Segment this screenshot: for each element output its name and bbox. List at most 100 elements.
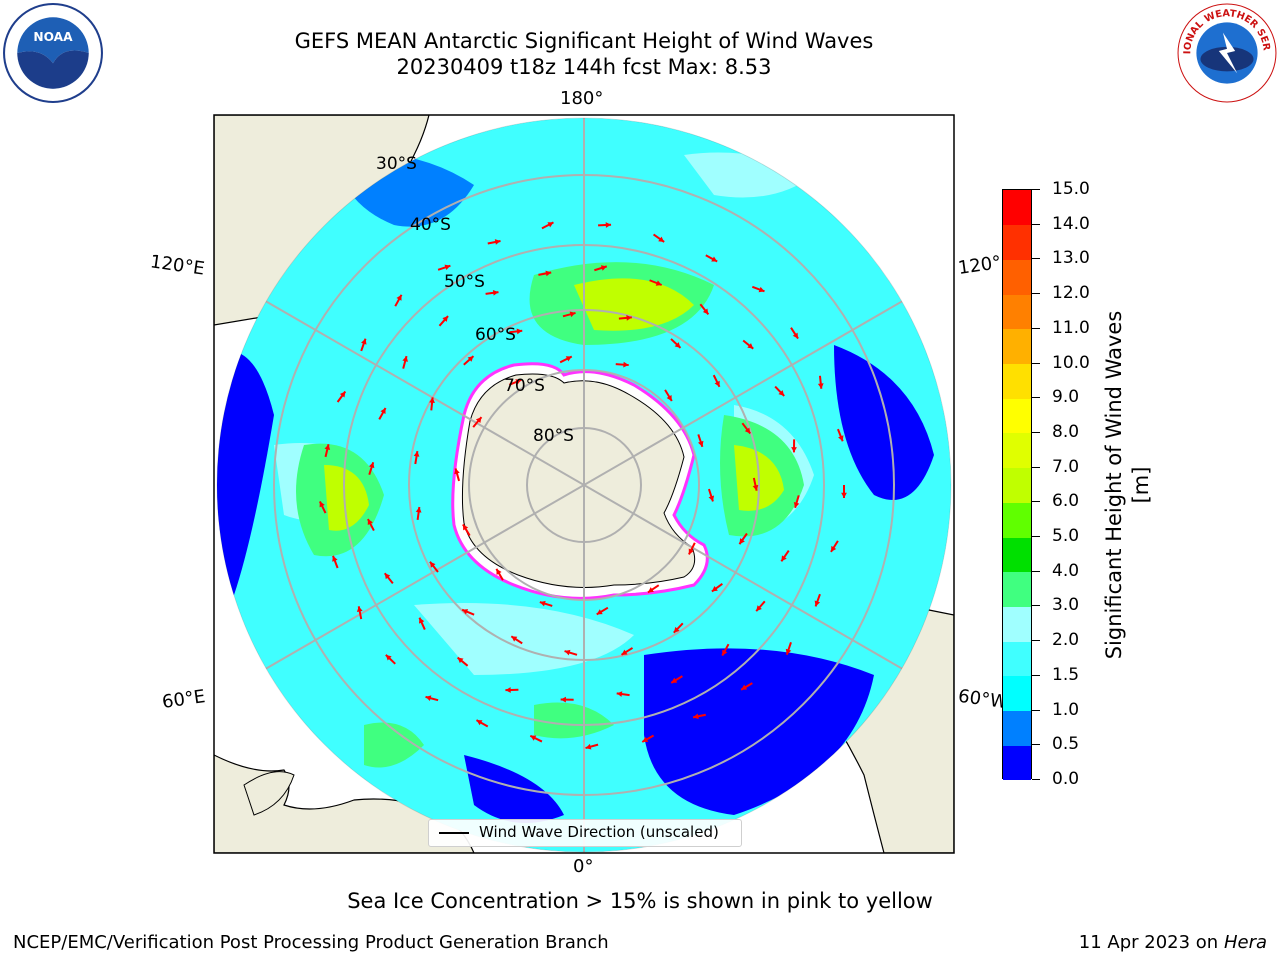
colorbar-tick-label: 11.0 xyxy=(1052,317,1090,338)
wind-wave-arrow-head xyxy=(475,417,482,423)
map-legend: Wind Wave Direction (unscaled) xyxy=(428,819,742,847)
wind-wave-arrow-head xyxy=(585,743,592,750)
colorbar-segment xyxy=(1003,710,1031,746)
colorbar-tick xyxy=(1032,397,1040,399)
wind-wave-arrow-head xyxy=(697,440,704,447)
wind-wave-arrow-head xyxy=(792,332,799,339)
wind-wave-arrow-head xyxy=(647,587,654,593)
lat-label-80s: 80°S xyxy=(533,426,574,446)
wind-wave-arrow-head xyxy=(539,600,546,607)
wind-wave-arrow-head xyxy=(655,280,662,286)
wind-wave-arrow-head xyxy=(419,617,425,624)
wind-wave-arrow-head xyxy=(454,468,460,475)
lon-label-0: 0° xyxy=(573,856,594,877)
wind-wave-arrow-head xyxy=(791,447,797,453)
wind-wave-arrow-head xyxy=(626,315,632,321)
wind-wave-arrow-head xyxy=(402,356,408,362)
colorbar-tick-label: 8.0 xyxy=(1052,421,1080,442)
colorbar-segment xyxy=(1003,363,1031,399)
lon-label-60e: 60°E xyxy=(160,686,207,713)
wind-wave-arrow-head xyxy=(444,264,451,271)
map-panel: 30°S 40°S 50°S 60°S 70°S 80°S 180° 0° 12… xyxy=(149,88,1009,877)
wind-wave-arrow-head xyxy=(457,657,464,664)
wind-wave-arrow-head xyxy=(396,294,402,301)
wind-wave-arrow-head xyxy=(385,654,392,661)
legend-line-swatch xyxy=(439,832,469,834)
colorbar-segment xyxy=(1003,745,1031,781)
wind-wave-arrow-head xyxy=(671,677,678,683)
colorbar-tick xyxy=(1032,327,1040,329)
colorbar-segment xyxy=(1003,224,1031,260)
colorbar-tick-label: 0.5 xyxy=(1052,734,1080,755)
wind-wave-arrow-head xyxy=(702,308,709,315)
producer-credit: NCEP/EMC/Verification Post Processing Pr… xyxy=(13,932,609,953)
wind-wave-arrow-head xyxy=(600,265,607,271)
colorbar-segment xyxy=(1003,537,1031,573)
colorbar-tick xyxy=(1032,501,1040,503)
wind-wave-arrow-head xyxy=(596,609,603,615)
wind-wave-arrow-head xyxy=(838,435,844,442)
noaa-logo-text: NOAA xyxy=(33,30,73,44)
wind-wave-arrow-head xyxy=(467,356,474,362)
wind-wave-arrow-head xyxy=(545,270,552,277)
wind-wave-arrow-head xyxy=(505,687,511,693)
lat-label-60s: 60°S xyxy=(475,325,516,345)
colorbar-tick xyxy=(1032,536,1040,538)
wind-wave-arrow-head xyxy=(817,383,824,389)
wind-wave-arrow-head xyxy=(565,356,572,362)
wind-wave-arrow-head xyxy=(616,691,623,697)
colorbar-tick-label: 5.0 xyxy=(1052,526,1080,547)
chart-subtitle: 20230409 t18z 144h fcst Max: 8.53 xyxy=(396,55,772,79)
wind-wave-arrows xyxy=(318,221,847,750)
colorbar-segment xyxy=(1003,571,1031,607)
colorbar-segment xyxy=(1003,467,1031,503)
colorbar-tick xyxy=(1032,466,1040,468)
lon-label-180: 180° xyxy=(560,88,604,109)
wind-wave-arrow-head xyxy=(367,519,373,526)
wind-wave-arrow-head xyxy=(547,222,554,228)
wind-wave-arrow-head xyxy=(332,555,338,562)
colorbar-tick-label: 3.0 xyxy=(1052,595,1080,616)
wind-wave-arrow-head xyxy=(756,605,762,612)
colorbar-tick-label: 4.0 xyxy=(1052,560,1080,581)
nws-logo: NATIONAL WEATHER SERVICE xyxy=(1176,2,1277,103)
colorbar-segment xyxy=(1003,641,1031,677)
land-madagascar xyxy=(243,771,295,816)
wind-wave-arrow-head xyxy=(476,720,483,726)
colorbar-segment xyxy=(1003,502,1031,538)
colorbar-tick-label: 1.5 xyxy=(1052,664,1080,685)
wind-wave-arrow-head xyxy=(621,649,628,655)
wind-wave-arrow-head xyxy=(361,338,367,345)
legend-label: Wind Wave Direction (unscaled) xyxy=(479,823,719,841)
colorbar-tick xyxy=(1032,293,1040,295)
wind-wave-arrow-head xyxy=(747,343,754,349)
colorbar-tick xyxy=(1032,362,1040,364)
wind-wave-arrow-head xyxy=(666,394,672,401)
colorbar-tick xyxy=(1032,674,1040,676)
wind-wave-arrow-head xyxy=(492,289,499,296)
wind-wave-arrow-head xyxy=(429,397,435,403)
colorbar-tick xyxy=(1032,605,1040,607)
wind-wave-arrow-head xyxy=(425,695,432,701)
polar-map: 30°S 40°S 50°S 60°S 70°S 80°S xyxy=(213,114,955,854)
colorbar-tick-label: 0.0 xyxy=(1052,769,1080,789)
colorbar-tick xyxy=(1032,744,1040,746)
wind-wave-arrow-head xyxy=(339,391,346,398)
wind-wave-arrow-head xyxy=(739,538,745,545)
wind-wave-arrow-head xyxy=(415,507,422,513)
noaa-logo: NOAA xyxy=(3,3,103,103)
wind-wave-arrow-head xyxy=(560,696,566,703)
wind-wave-arrow-head xyxy=(814,600,821,607)
colorbar-tick-label: 7.0 xyxy=(1052,456,1080,477)
colorbar-tick xyxy=(1032,189,1040,190)
colorbar-tick-label: 6.0 xyxy=(1052,491,1080,512)
colorbar-tick-label: 1.0 xyxy=(1052,699,1080,720)
wind-wave-arrow-head xyxy=(781,555,787,562)
colorbar-segment xyxy=(1003,259,1031,295)
colorbar-tick xyxy=(1032,779,1040,780)
wind-wave-arrow-head xyxy=(693,713,699,720)
wind-wave-arrow-head xyxy=(778,390,785,396)
wind-wave-arrow-head xyxy=(741,684,748,690)
lat-label-70s: 70°S xyxy=(504,376,545,396)
wind-wave-arrow-head xyxy=(442,316,449,322)
